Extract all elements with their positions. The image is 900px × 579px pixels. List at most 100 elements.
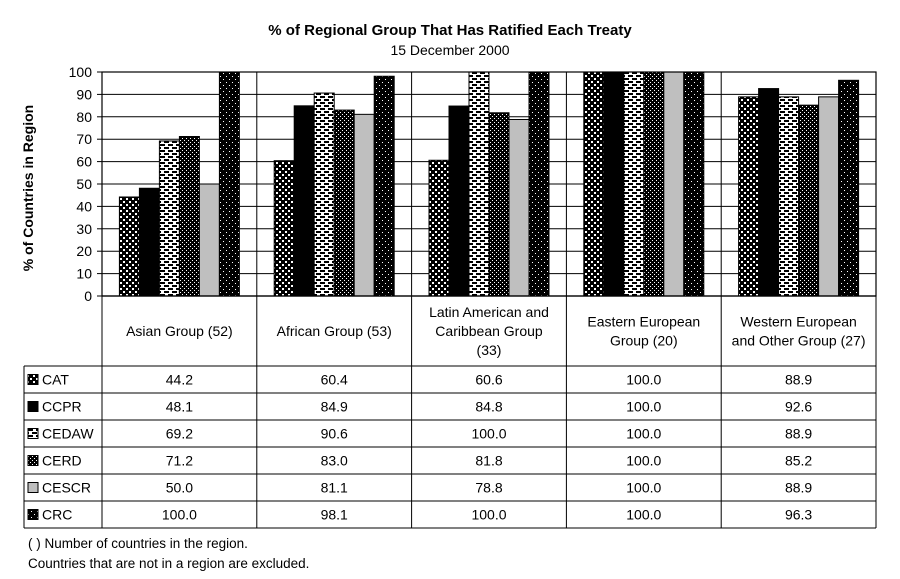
bar-cedaw [623,71,645,297]
bar-cescr [353,113,375,297]
y-tick-label: 90 [76,86,92,102]
bar-crc [838,79,860,297]
y-tick-label: 50 [76,176,92,192]
bar-cescr [818,96,840,297]
data-label: 100.0 [626,507,661,523]
bar-cerd [178,136,200,297]
y-tick-label: 10 [76,266,92,282]
data-label: 60.6 [475,372,502,388]
data-label: 88.9 [785,372,812,388]
category-label: Asian Group (52) [126,323,233,339]
data-label: 50.0 [166,480,193,496]
data-label: 100.0 [626,372,661,388]
data-label: 100.0 [626,453,661,469]
bar-crc [683,71,705,297]
bar-cedaw [468,71,490,297]
data-label: 81.8 [475,453,502,469]
data-label: 90.6 [321,426,348,442]
legend-label: CEDAW [42,426,94,442]
data-label: 88.9 [785,480,812,496]
y-tick-label: 20 [76,243,92,259]
legend-label: CESCR [42,480,91,496]
legend-key-ccpr [27,401,39,412]
legend-label: CCPR [42,399,82,415]
legend-label: CAT [42,372,69,388]
data-label: 85.2 [785,453,812,469]
data-label: 98.1 [321,507,348,523]
data-label: 71.2 [166,453,193,469]
y-tick-label: 100 [69,64,93,80]
legend-label: CRC [42,507,72,523]
category-label: Group (20) [610,333,678,349]
bar-cat [583,71,605,297]
footnote-countries: ( ) Number of countries in the region. [28,536,248,551]
category-label: Latin American and [429,304,549,320]
data-label: 92.6 [785,399,812,415]
bar-ccpr [448,105,470,297]
bar-cescr [198,183,220,297]
bar-cedaw [778,96,800,297]
data-label: 60.4 [321,372,348,388]
y-tick-label: 60 [76,154,92,170]
legend-key-cerd [27,455,39,466]
legend-key-cedaw [27,428,39,439]
footnote-excluded: Countries that are not in a region are e… [28,556,310,571]
data-label: 88.9 [785,426,812,442]
category-label: and Other Group (27) [732,333,866,349]
legend-key-cescr [27,482,39,493]
bar-ccpr [758,88,780,297]
category-label: Western European [740,314,856,330]
y-tick-label: 30 [76,221,92,237]
bar-cedaw [158,140,180,297]
data-label: 48.1 [166,399,193,415]
category-label: Caribbean Group [435,323,543,339]
chart-subtitle: 15 December 2000 [390,42,510,58]
bar-ccpr [138,187,160,297]
y-tick-label: 0 [84,288,92,304]
bar-cerd [798,104,820,297]
data-label: 100.0 [471,426,506,442]
data-label: 78.8 [475,480,502,496]
bar-crc [373,75,395,297]
data-label: 84.9 [321,399,348,415]
bar-cedaw [313,92,335,297]
bar-cerd [643,71,665,297]
data-label: 100.0 [626,399,661,415]
data-label: 81.1 [321,480,348,496]
data-label: 69.2 [166,426,193,442]
data-label: 83.0 [321,453,348,469]
chart-title: % of Regional Group That Has Ratified Ea… [268,22,632,39]
legend-key-cat [27,374,39,385]
bar-cat [273,160,295,297]
data-label: 84.8 [475,399,502,415]
data-table: Asian Group (52) African Group (53) Latin … [23,72,877,529]
legend-key-crc [27,509,39,520]
bar-cerd [333,109,355,297]
data-label: 44.2 [166,372,193,388]
bar-cerd [488,112,510,297]
bar-cat [118,196,140,297]
y-tick-label: 80 [76,109,92,125]
category-label: (33) [477,342,502,358]
bar-cat [738,96,760,297]
category-label: African Group (53) [277,323,392,339]
data-label: 96.3 [785,507,812,523]
bar-ccpr [293,105,315,297]
bar-cescr [663,71,685,297]
bar-crc [528,71,550,297]
legend-label: CERD [42,453,82,469]
category-label: Eastern European [587,314,700,330]
bar-ccpr [603,71,625,297]
bar-cescr [508,118,530,297]
bar-crc [218,71,240,297]
y-tick-label: 70 [76,131,92,147]
data-label: 100.0 [626,480,661,496]
data-label: 100.0 [626,426,661,442]
data-label: 100.0 [471,507,506,523]
data-label: 100.0 [162,507,197,523]
bars [118,71,860,297]
bar-cat [428,159,450,297]
y-tick-label: 40 [76,198,92,214]
